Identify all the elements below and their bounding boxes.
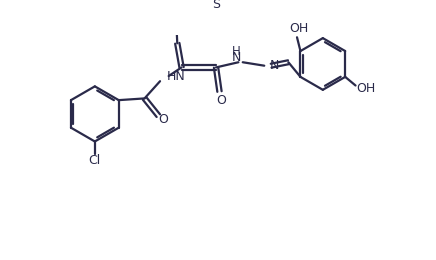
- Text: O: O: [159, 113, 168, 126]
- Text: N: N: [269, 59, 279, 72]
- Text: Cl: Cl: [89, 154, 101, 167]
- Text: O: O: [216, 94, 226, 107]
- Text: HN: HN: [167, 70, 186, 83]
- Text: OH: OH: [356, 82, 375, 95]
- Text: OH: OH: [289, 22, 308, 35]
- Text: S: S: [211, 0, 220, 11]
- Text: H: H: [232, 46, 241, 58]
- Text: N: N: [232, 51, 242, 64]
